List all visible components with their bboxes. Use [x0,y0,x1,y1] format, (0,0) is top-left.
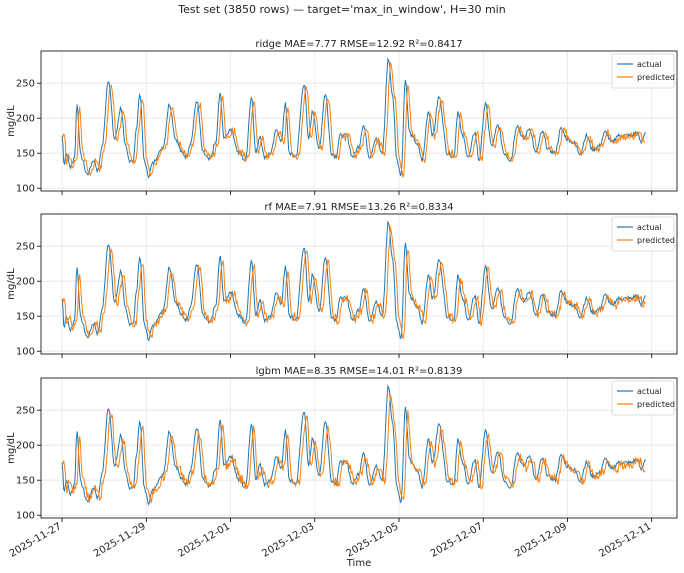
axes-frame [40,377,678,519]
legend-label-predicted: predicted [637,236,675,245]
subplots: ridge MAE=7.77 RMSE=12.92 R²=0.8417 100 15… [6,39,678,560]
legend-box [611,380,675,416]
legend-label-actual: actual [637,223,662,232]
figure-title: Test set (3850 rows) — target='max_in_wi… [177,3,505,16]
x-tick-label: 2025-12-05 [345,521,401,560]
series-predicted-line [61,393,646,504]
x-tick-label: 2025-11-27 [8,521,64,560]
legend-label-actual: actual [637,60,662,69]
y-tick-label: 150 [16,149,35,160]
y-tick-label: 200 [16,277,35,288]
legend-label-predicted: predicted [637,400,675,409]
y-axis-label: mg/dL [6,268,17,300]
legend-label-actual: actual [637,387,662,396]
legend: actual predicted [611,216,675,252]
y-tick-label: 250 [16,406,35,417]
x-tick-label: 2025-12-11 [597,521,653,560]
x-tick-label: 2025-12-03 [260,521,316,560]
subplot-title: ridge MAE=7.77 RMSE=12.92 R²=0.8417 [255,39,462,50]
y-tick-label: 100 [16,511,35,522]
subplot-title: rf MAE=7.91 RMSE=13.26 R²=0.8334 [264,202,453,213]
x-axis-label: Time [346,558,371,569]
y-axis-label: mg/dL [6,432,17,464]
axes-frame [40,50,678,192]
x-tick-label: 2025-12-01 [176,521,232,560]
subplot-2: rf MAE=7.91 RMSE=13.26 R²=0.8334 100 150 20… [6,202,678,358]
series-predicted-line [61,62,646,178]
y-tick-label: 200 [16,114,35,125]
x-tick-label: 2025-12-07 [429,521,485,560]
y-tick-label: 200 [16,441,35,452]
series-predicted-line [61,226,646,340]
y-tick-label: 150 [16,476,35,487]
axes-frame [40,213,678,355]
legend-label-predicted: predicted [637,73,675,82]
y-tick-label: 250 [16,79,35,90]
y-tick-label: 100 [16,347,35,358]
subplot-title: lgbm MAE=8.35 RMSE=14.01 R²=0.8139 [256,366,463,377]
series-actual-line [61,57,646,179]
y-tick-label: 250 [16,242,35,253]
subplot-1: ridge MAE=7.77 RMSE=12.92 R²=0.8417 100 15… [6,39,678,195]
y-axis-label: mg/dL [6,105,17,137]
x-tick-label: 2025-12-09 [513,521,569,560]
y-tick-label: 150 [16,312,35,323]
legend-box [611,216,675,252]
legend-box [611,53,675,89]
x-tick-label: 2025-11-29 [92,521,148,560]
series-actual-line [61,384,646,506]
y-tick-label: 100 [16,184,35,195]
legend: actual predicted [611,380,675,416]
subplot-3: lgbm MAE=8.35 RMSE=14.01 R²=0.8139 100 150… [6,366,678,560]
legend: actual predicted [611,53,675,89]
